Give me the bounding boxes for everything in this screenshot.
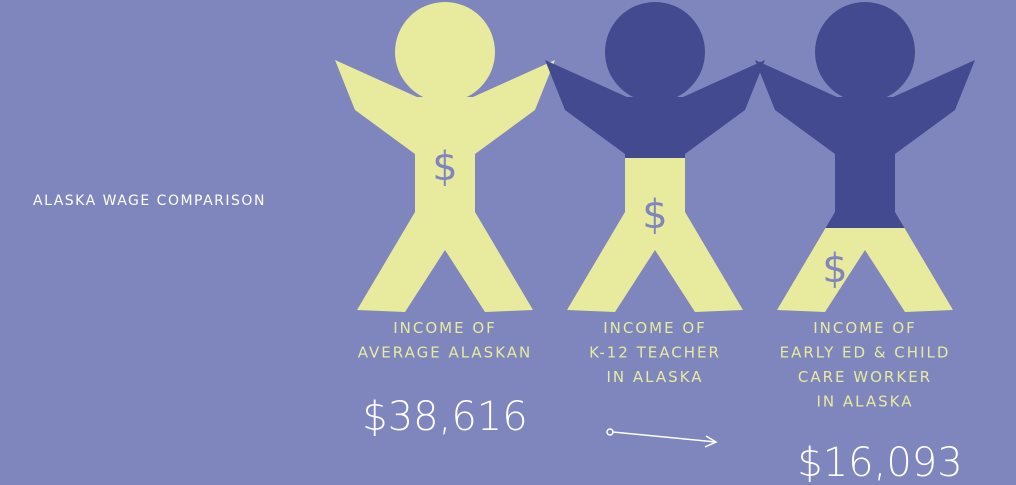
amount: $38,616 xyxy=(362,394,527,440)
figure-label: EARLY ED & CHILD xyxy=(780,344,951,362)
infographic: ALASKA WAGE COMPARISON $ INCOME OF AVERAGE… xyxy=(0,0,1016,485)
figure-label: CARE WORKER xyxy=(798,368,932,386)
dollar-sign: $ xyxy=(822,246,847,292)
figure-label: INCOME OF xyxy=(393,319,497,337)
figure-label: AVERAGE ALASKAN xyxy=(358,344,533,362)
dollar-sign: $ xyxy=(432,144,457,190)
figure-label: INCOME OF xyxy=(813,319,917,337)
dollar-sign: $ xyxy=(642,192,667,238)
figure-label: INCOME OF xyxy=(603,319,707,337)
figure-label: IN ALASKA xyxy=(607,368,704,386)
page: ALASKA WAGE COMPARISON $ INCOME OF AVERAGE… xyxy=(0,0,1016,485)
title: ALASKA WAGE COMPARISON xyxy=(33,193,266,209)
figure-label: IN ALASKA xyxy=(817,393,914,411)
amount: $16,093 xyxy=(797,440,962,485)
figure-label: K-12 TEACHER xyxy=(589,344,721,362)
